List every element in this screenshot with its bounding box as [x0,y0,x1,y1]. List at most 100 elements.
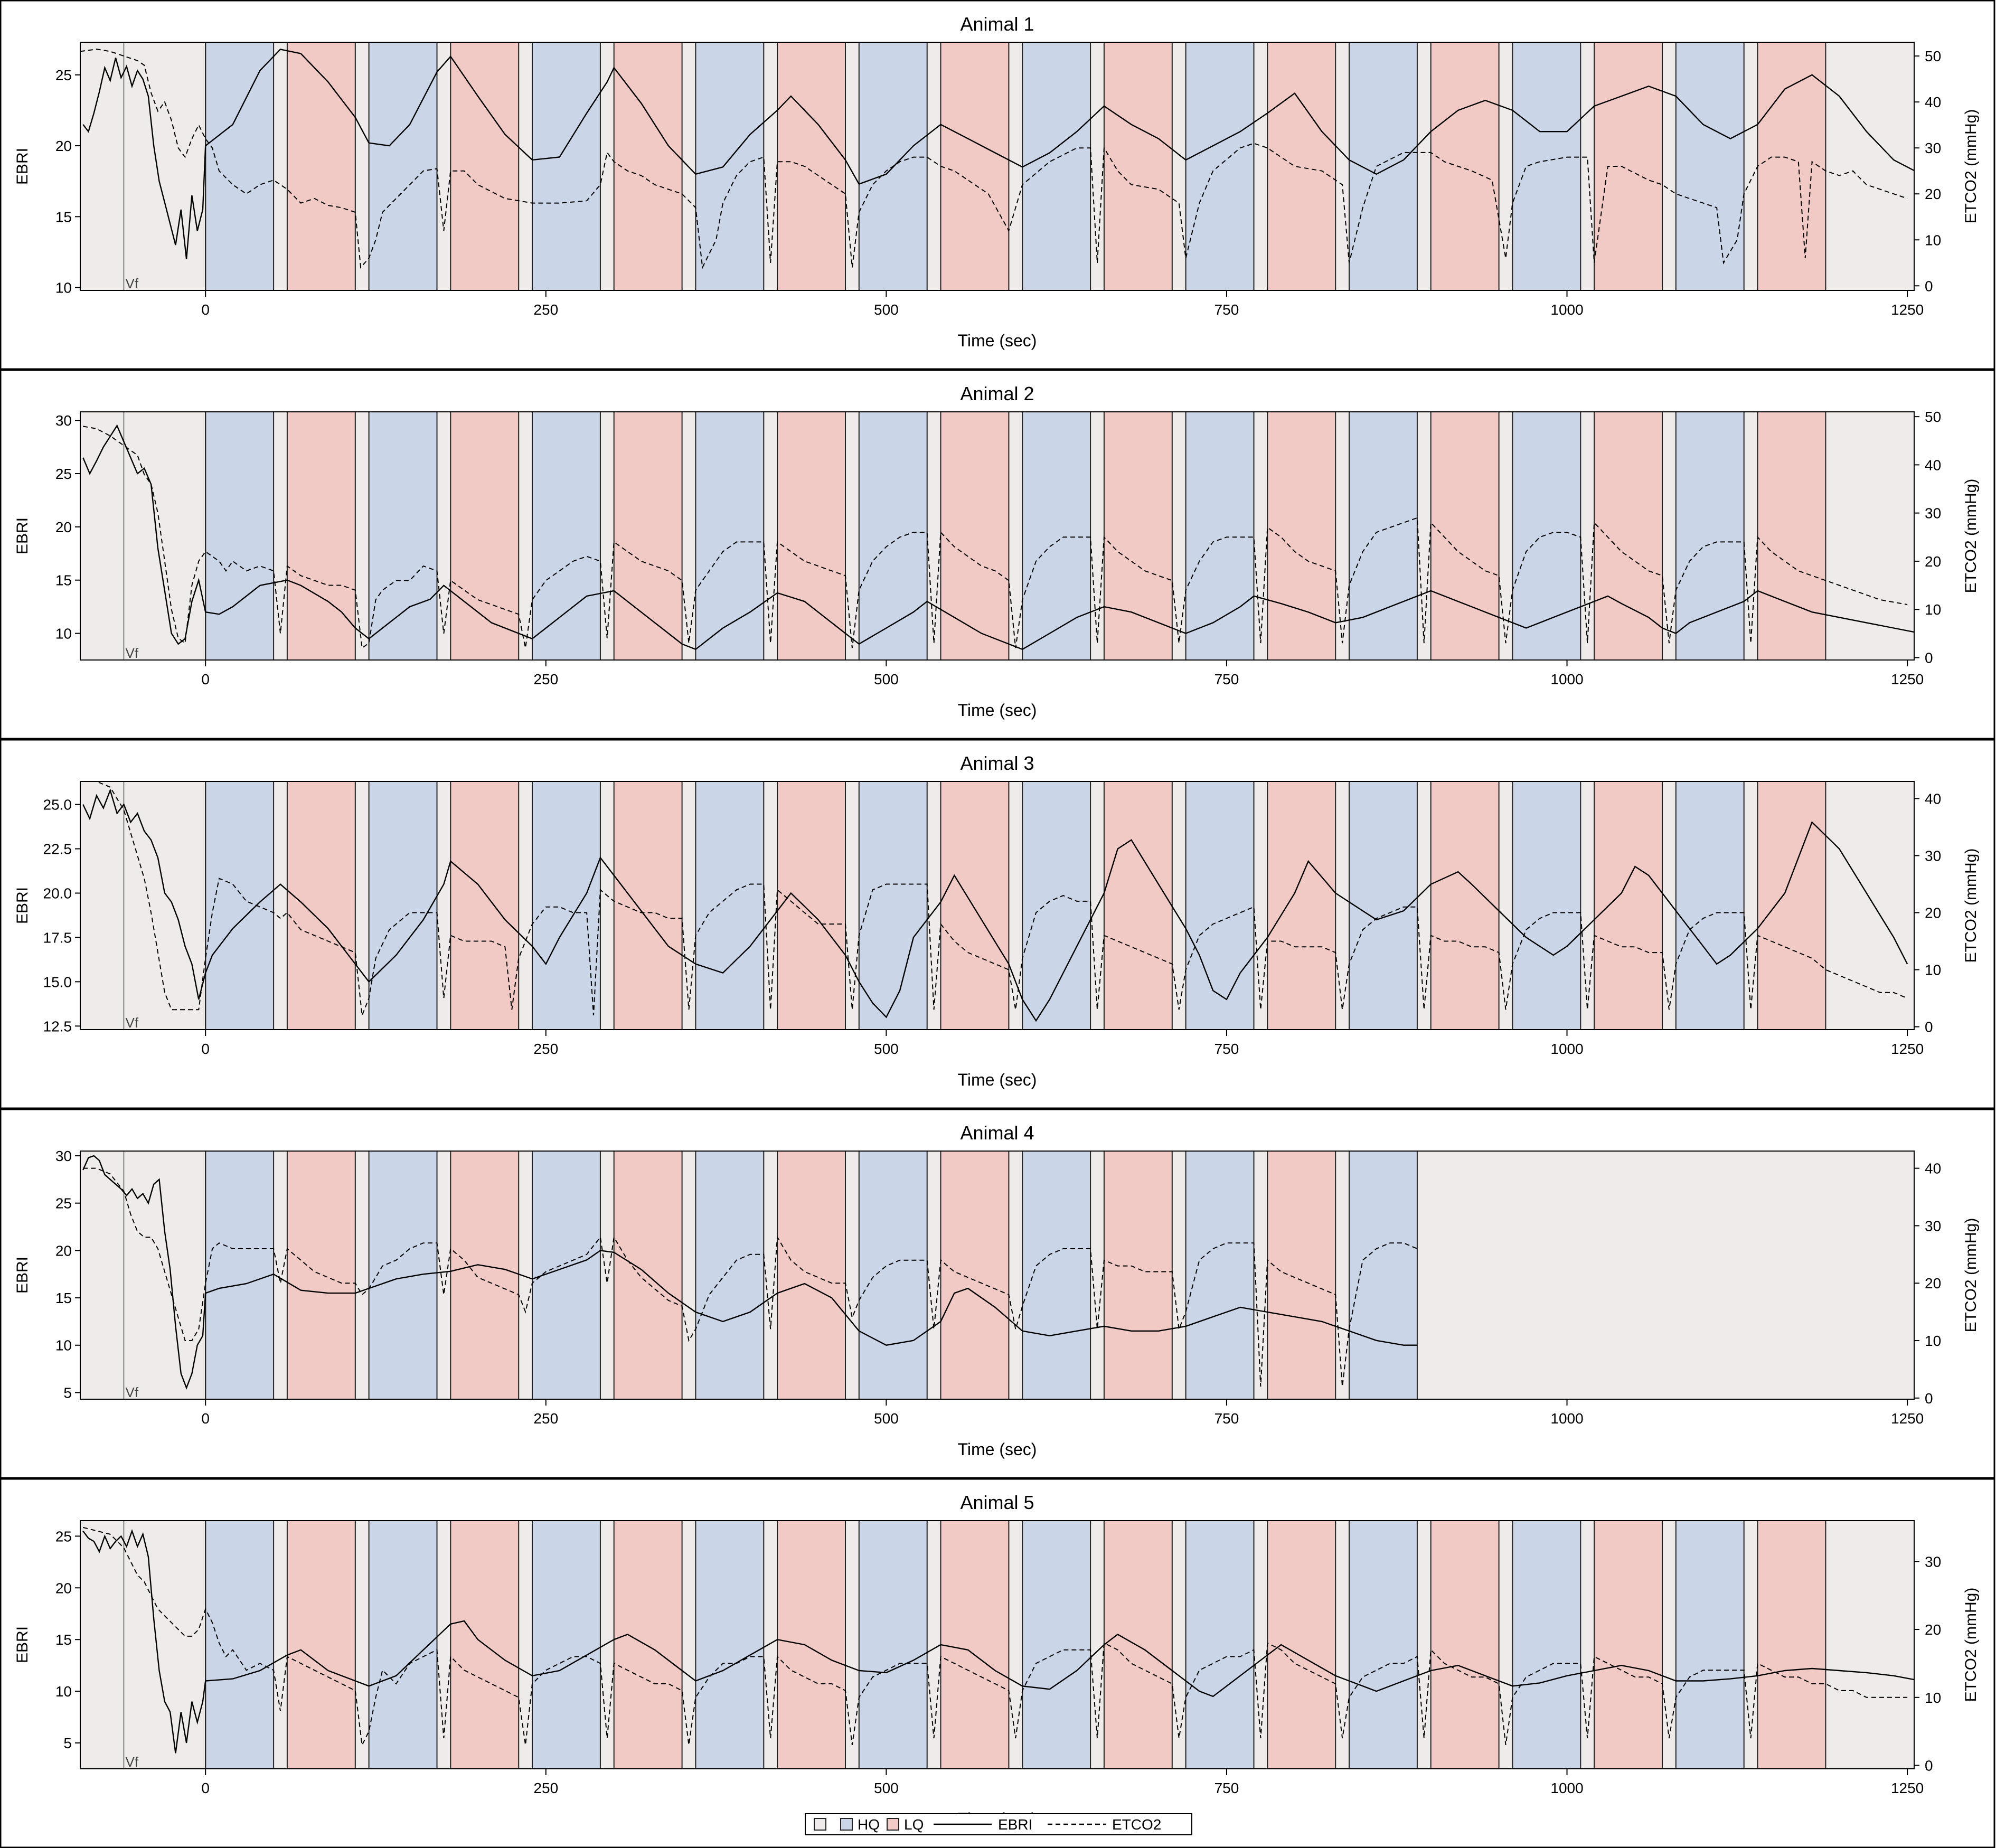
y2-axis-label: ETCO2 (mmHg) [1962,1218,1980,1333]
y2-tick-label: 50 [1925,48,1941,64]
lq-period [940,781,1010,1030]
lq-period [450,42,520,291]
lq-period [777,1151,846,1400]
plot-border [80,42,1915,291]
legend-label-ebri: EBRI [998,1816,1032,1833]
ebri-line [82,788,1908,1022]
x-tick-label: 0 [201,1780,210,1796]
lq-period [286,411,356,661]
hq-period [368,781,438,1030]
lq-period [450,781,520,1030]
ebri-line [82,424,1914,650]
x-tick-label: 1000 [1550,1410,1583,1427]
lq-period [777,781,846,1030]
hq-period [1348,781,1418,1030]
y2-axis-label: ETCO2 (mmHg) [1962,109,1980,224]
x-tick-label: 1000 [1550,301,1583,318]
y-tick-label: 15 [55,1632,72,1648]
y-tick-label: 10 [55,1683,72,1700]
y2-tick-label: 50 [1925,409,1941,425]
y-tick-label: 10 [55,1337,72,1354]
x-tick-label: 500 [874,1780,899,1796]
x-tick-label: 250 [533,671,558,687]
y2-tick-label: 10 [1925,1333,1941,1349]
hq-period [1348,42,1418,291]
hq-period [368,411,438,661]
hq-period [532,781,601,1030]
legend-label-lq: LQ [904,1816,924,1833]
y-tick-label: 25 [55,67,72,83]
x-tick-label: 1250 [1891,301,1924,318]
x-tick-label: 1000 [1550,1780,1583,1796]
y-axis-label: EBRI [14,1626,31,1663]
vf-label: Vf [126,276,139,291]
x-tick-label: 0 [201,671,210,687]
hq-period [1022,411,1091,661]
panel-title: Animal 4 [960,1122,1034,1144]
y-tick-label: 12.5 [43,1018,72,1034]
hq-period [1512,1520,1581,1769]
etco2-line [83,781,1908,1016]
lq-period [1103,1151,1173,1400]
lq-period [286,1151,356,1400]
ebri-line [82,1529,1914,1753]
etco2-line [80,49,1908,269]
lq-period [1594,781,1663,1030]
hq-period [1185,411,1255,661]
lq-period [286,781,356,1030]
vf-label: Vf [126,1015,139,1031]
y2-tick-label: 40 [1925,94,1941,110]
lq-period [940,411,1010,661]
y-tick-label: 30 [55,412,72,429]
hq-period [695,411,765,661]
hq-period [205,1520,275,1769]
y2-tick-label: 40 [1925,457,1941,473]
panel-title: Animal 3 [960,752,1034,774]
hq-period [1022,42,1091,291]
x-axis-label: Time (sec) [958,701,1037,720]
lq-period [1103,781,1173,1030]
panel-title: Animal 5 [960,1492,1034,1513]
lq-period [613,42,683,291]
plot-border [80,411,1915,661]
lq-period [450,411,520,661]
panel-title: Animal 1 [960,13,1034,35]
y2-tick-label: 40 [1925,790,1941,807]
hq-period [858,781,928,1030]
hq-period [1348,411,1418,661]
hq-period [1022,1520,1091,1769]
panel-animal-3: Vf Animal 3 0 250 500 750 1000 1250 Time (sec) 12… [0,739,1995,1109]
hq-period [1675,1520,1745,1769]
etco2-line [82,1526,1908,1747]
lq-period [1430,1520,1500,1769]
lq-period [940,42,1010,291]
lq-period [1430,781,1500,1030]
y-axis-label: EBRI [14,887,31,924]
y-tick-label: 15 [55,1290,72,1306]
vf-label: Vf [126,1754,139,1770]
y2-tick-label: 10 [1925,1690,1941,1706]
x-tick-label: 1250 [1891,1410,1924,1427]
lq-period [1267,781,1336,1030]
x-tick-label: 750 [1214,1780,1239,1796]
x-tick-label: 0 [201,1041,210,1057]
hq-period [368,1151,438,1400]
y2-tick-label: 10 [1925,962,1941,978]
hq-period [1185,1520,1255,1769]
x-axis-label: Time (sec) [958,1440,1037,1459]
x-axis-label: Time (sec) [958,331,1037,350]
hq-period [858,1151,928,1400]
legend-box [805,1813,1192,1835]
x-tick-label: 750 [1214,1410,1239,1427]
x-tick-label: 750 [1214,301,1239,318]
y-tick-label: 30 [55,1148,72,1164]
etco2-line [83,1167,1418,1387]
hq-period [1512,42,1581,291]
hq-period [205,1151,275,1400]
legend-label-hq: HQ [858,1816,880,1833]
plot-border [80,781,1915,1030]
hq-period [695,781,765,1030]
